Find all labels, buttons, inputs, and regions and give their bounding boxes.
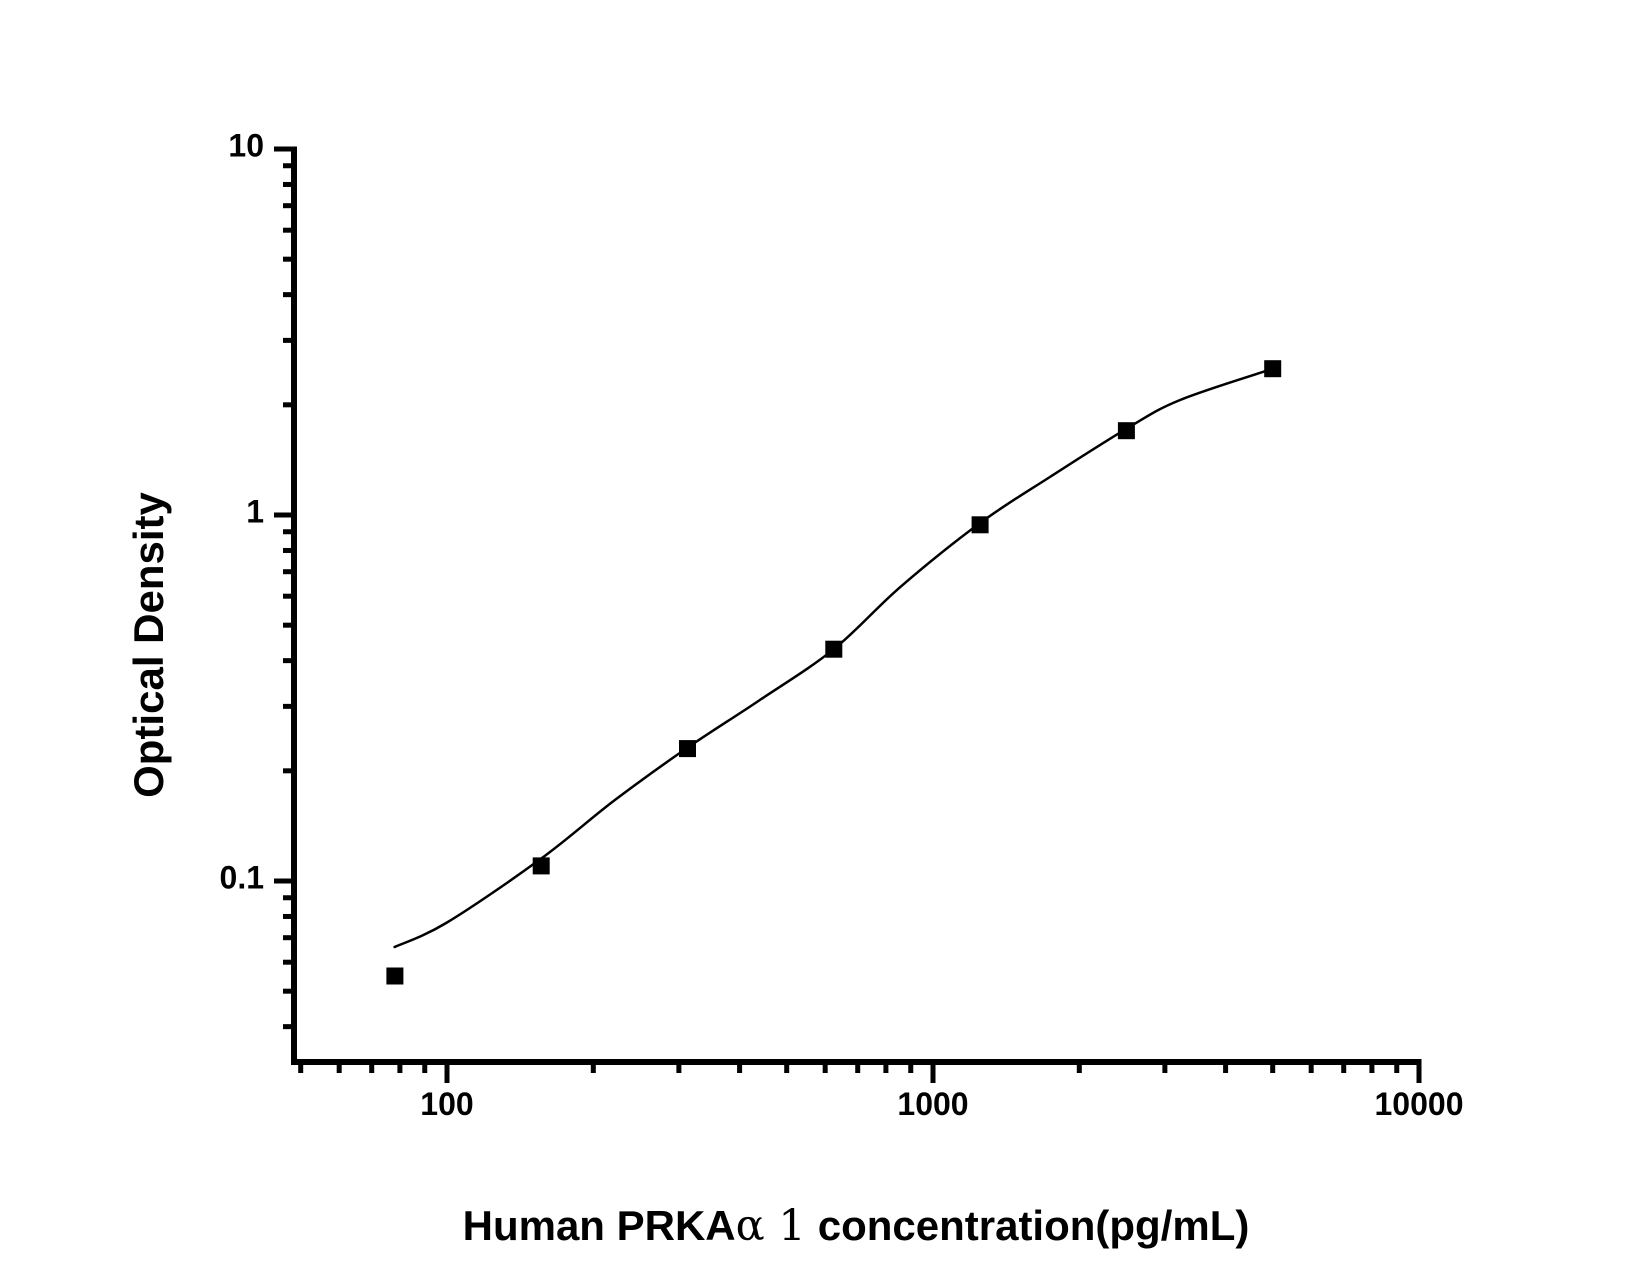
x-tick-label: 1000 — [897, 1086, 968, 1122]
y-tick-label: 10 — [228, 128, 264, 164]
data-point-marker — [386, 967, 404, 985]
data-point-marker — [679, 740, 696, 758]
y-axis-title: Optical Density — [125, 491, 172, 797]
fit-curve — [393, 367, 1274, 949]
x-tick-label: 100 — [420, 1086, 473, 1122]
data-point-marker — [532, 857, 550, 875]
data-point-marker — [971, 516, 989, 534]
axes: 10 1 0.1 100 1000 10000 — [220, 128, 1464, 1123]
data-points — [386, 360, 1282, 985]
data-point-marker — [1264, 360, 1282, 378]
x-axis-title: Human PRKAα 1 concentration(pg/mL) — [463, 1201, 1250, 1251]
data-point-marker — [1117, 422, 1135, 440]
y-tick-label: 1 — [246, 494, 264, 530]
data-point-marker — [825, 640, 843, 658]
x-tick-label: 10000 — [1375, 1086, 1464, 1122]
y-tick-label: 0.1 — [220, 860, 264, 896]
